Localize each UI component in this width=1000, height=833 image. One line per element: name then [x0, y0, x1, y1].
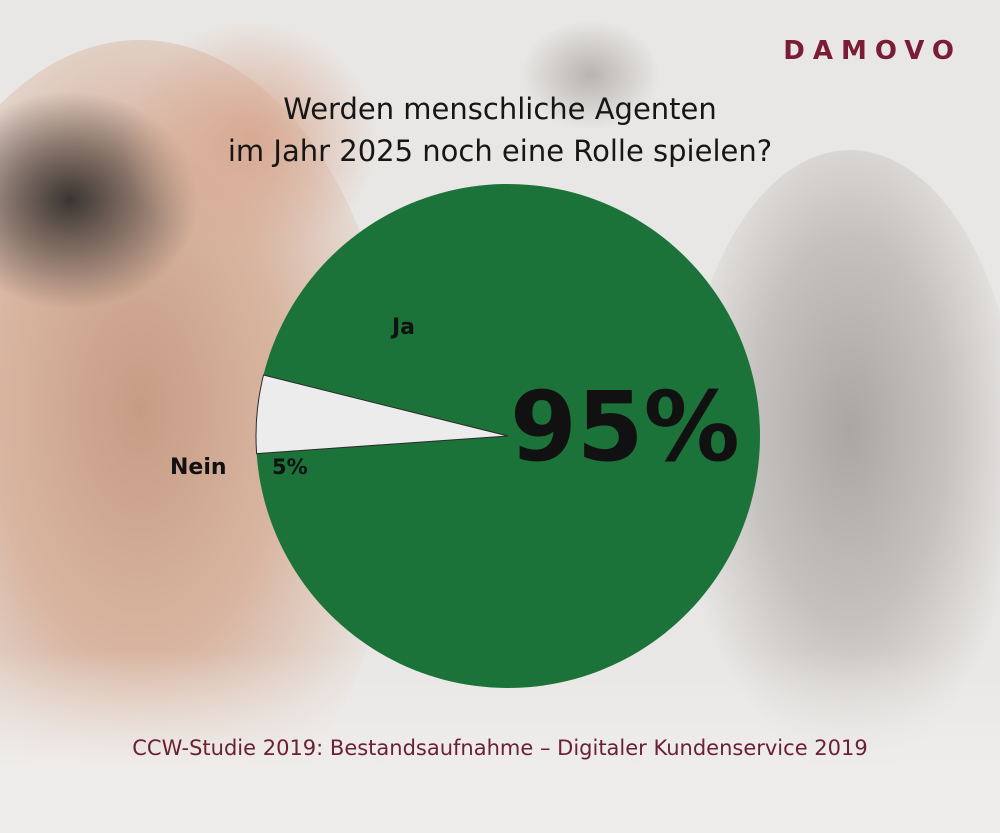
title-line-2: im Jahr 2025 noch eine Rolle spielen? [227, 134, 773, 168]
damovo-logo: DAMOVO [783, 36, 962, 66]
pie-slice-nein [255, 374, 509, 455]
slice-label-nein: Nein [170, 455, 227, 480]
slice-value-ja: 95% [510, 371, 740, 483]
pie-slice-ja [256, 183, 761, 688]
source-note: CCW-Studie 2019: Bestandsaufnahme – Digi… [132, 736, 868, 760]
slice-value-nein: 5% [272, 455, 308, 479]
chart-title: Werden menschliche Agenten im Jahr 2025 … [0, 88, 1000, 172]
slice-label-ja: Ja [390, 315, 415, 340]
title-line-1: Werden menschliche Agenten [283, 92, 717, 126]
